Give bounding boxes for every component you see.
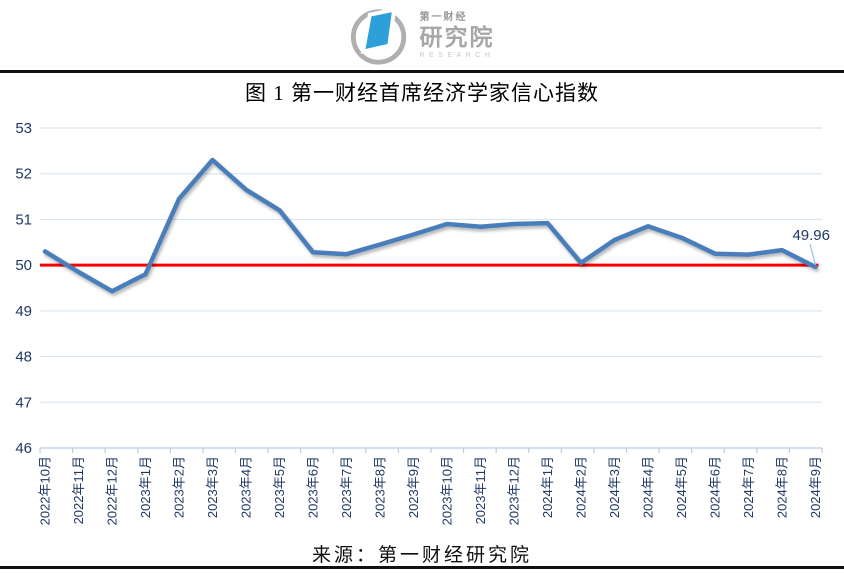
- x-axis-label: 2022年12月: [105, 456, 120, 525]
- header: 第一财经 研究院 RESEARCH: [0, 0, 844, 73]
- x-axis-label: 2024年1月: [540, 456, 555, 518]
- x-axis-label: 2024年8月: [775, 456, 790, 518]
- logo-brand-sub: RESEARCH: [419, 52, 495, 59]
- x-axis-label: 2024年7月: [741, 456, 756, 518]
- x-axis-label: 2024年9月: [808, 456, 823, 518]
- confidence-index-line-chart: 46 47 48 49 50 51 52 53 2022年10月 2022年11月 2022年12月…: [15, 120, 830, 525]
- x-axis-label: 2022年11月: [71, 456, 86, 524]
- x-axis-label: 2022年10月: [38, 456, 53, 525]
- x-axis-label: 2023年4月: [239, 456, 254, 518]
- x-axis-label: 2024年3月: [607, 456, 622, 518]
- x-axis-label: 2023年9月: [406, 456, 421, 518]
- x-axis-label: 2023年7月: [339, 456, 354, 518]
- figure-title: 图 1 第一财经首席经济学家信心指数: [245, 81, 599, 105]
- x-axis-label: 2023年3月: [205, 456, 220, 518]
- x-axis-label: 2024年6月: [708, 456, 723, 518]
- source-note: 来源：第一财经研究院: [311, 545, 532, 566]
- x-axis-label: 2023年12月: [507, 456, 522, 525]
- x-axis-label: 2023年5月: [272, 456, 287, 518]
- y-axis-label: 51: [15, 211, 32, 228]
- y-axis-label: 53: [15, 120, 32, 137]
- x-axis-label: 2024年2月: [574, 456, 589, 518]
- bottom-divider: [0, 566, 844, 569]
- yicai-logo-mark-icon: [350, 7, 407, 65]
- y-axis-label: 49: [15, 303, 32, 320]
- x-axis-label: 2023年1月: [138, 456, 153, 518]
- end-label-leader: [809, 243, 817, 266]
- x-axis-label: 2023年6月: [306, 456, 321, 518]
- logo-brand-small: 第一财经: [419, 12, 468, 23]
- logo-text: 第一财经 研究院 RESEARCH: [419, 12, 495, 60]
- x-axis-label: 2023年8月: [373, 456, 388, 518]
- y-axis-label: 46: [15, 440, 32, 457]
- y-axis-label: 48: [15, 349, 32, 366]
- header-divider: [0, 70, 844, 73]
- yicai-research-logo: 第一财经 研究院 RESEARCH: [350, 3, 495, 69]
- logo-parallelogram-icon: [360, 7, 397, 55]
- x-axis-label: 2023年2月: [172, 456, 187, 518]
- logo-brand-large: 研究院: [419, 24, 495, 50]
- y-axis-label: 47: [15, 394, 32, 411]
- x-axis-label: 2023年10月: [440, 456, 455, 525]
- y-axis-label: 52: [15, 166, 32, 183]
- x-axis-label: 2023年11月: [473, 456, 488, 524]
- y-axis-label: 50: [15, 257, 32, 274]
- x-axis-label: 2024年4月: [641, 456, 656, 518]
- index-line: [42, 157, 818, 294]
- end-value-label: 49.96: [792, 227, 830, 244]
- x-axis-label: 2024年5月: [674, 456, 689, 518]
